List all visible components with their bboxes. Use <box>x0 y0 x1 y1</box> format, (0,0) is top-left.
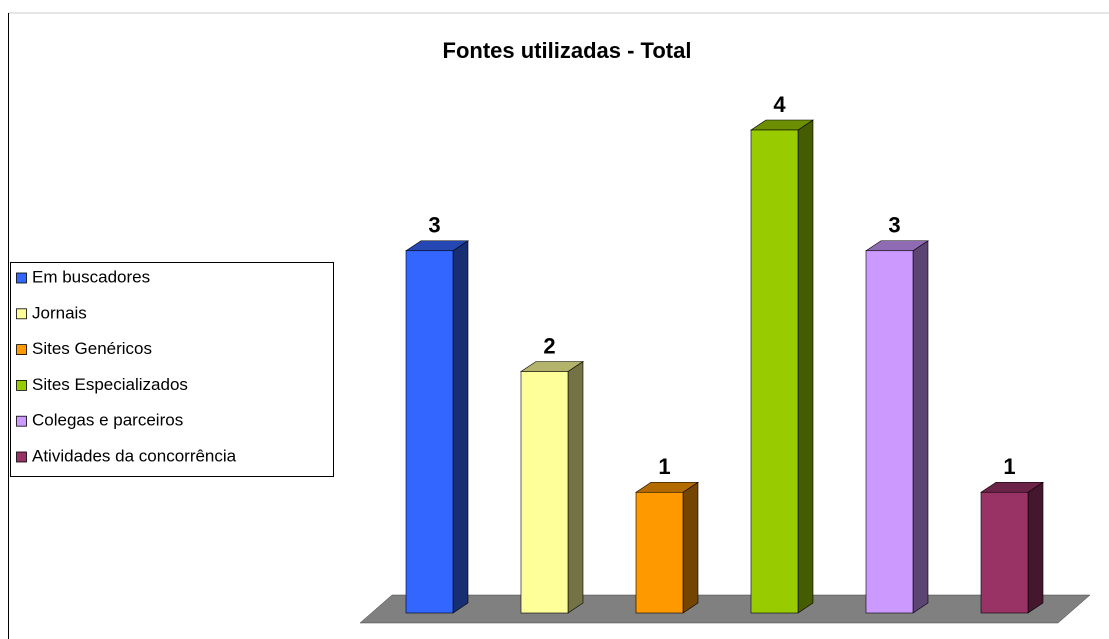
bar <box>635 491 684 614</box>
value-label: 3 <box>888 213 900 238</box>
legend-label: Colegas e parceiros <box>32 411 183 430</box>
bar <box>750 129 799 614</box>
value-label: 4 <box>773 92 786 117</box>
bar-side <box>1027 481 1044 614</box>
value-label: 1 <box>1003 454 1015 479</box>
floor <box>359 594 1091 624</box>
legend-label: Jornais <box>32 303 87 322</box>
legend-label: Sites Especializados <box>32 375 188 394</box>
value-label: 1 <box>658 454 670 479</box>
legend <box>10 262 334 477</box>
legend-label: Em buscadores <box>32 267 150 286</box>
bar <box>520 371 569 614</box>
chart-title: Fontes utilizadas - Total <box>443 38 692 63</box>
bar <box>405 250 454 614</box>
legend-swatch <box>16 415 27 427</box>
legend-swatch <box>16 379 27 391</box>
bar-side <box>567 360 584 614</box>
legend-swatch <box>16 272 27 284</box>
legend-swatch <box>16 308 27 320</box>
bar <box>980 491 1029 614</box>
legend-label: Sites Genéricos <box>32 339 152 358</box>
legend-swatch <box>16 451 27 463</box>
legend-swatch <box>16 344 27 356</box>
value-label: 2 <box>543 333 555 358</box>
bar-side <box>452 240 469 614</box>
bar-side <box>912 240 929 614</box>
value-label: 3 <box>428 213 440 238</box>
bar <box>865 250 914 614</box>
bar-side <box>682 481 699 614</box>
bar-side <box>797 119 814 614</box>
legend-label: Atividades da concorrência <box>32 446 237 465</box>
